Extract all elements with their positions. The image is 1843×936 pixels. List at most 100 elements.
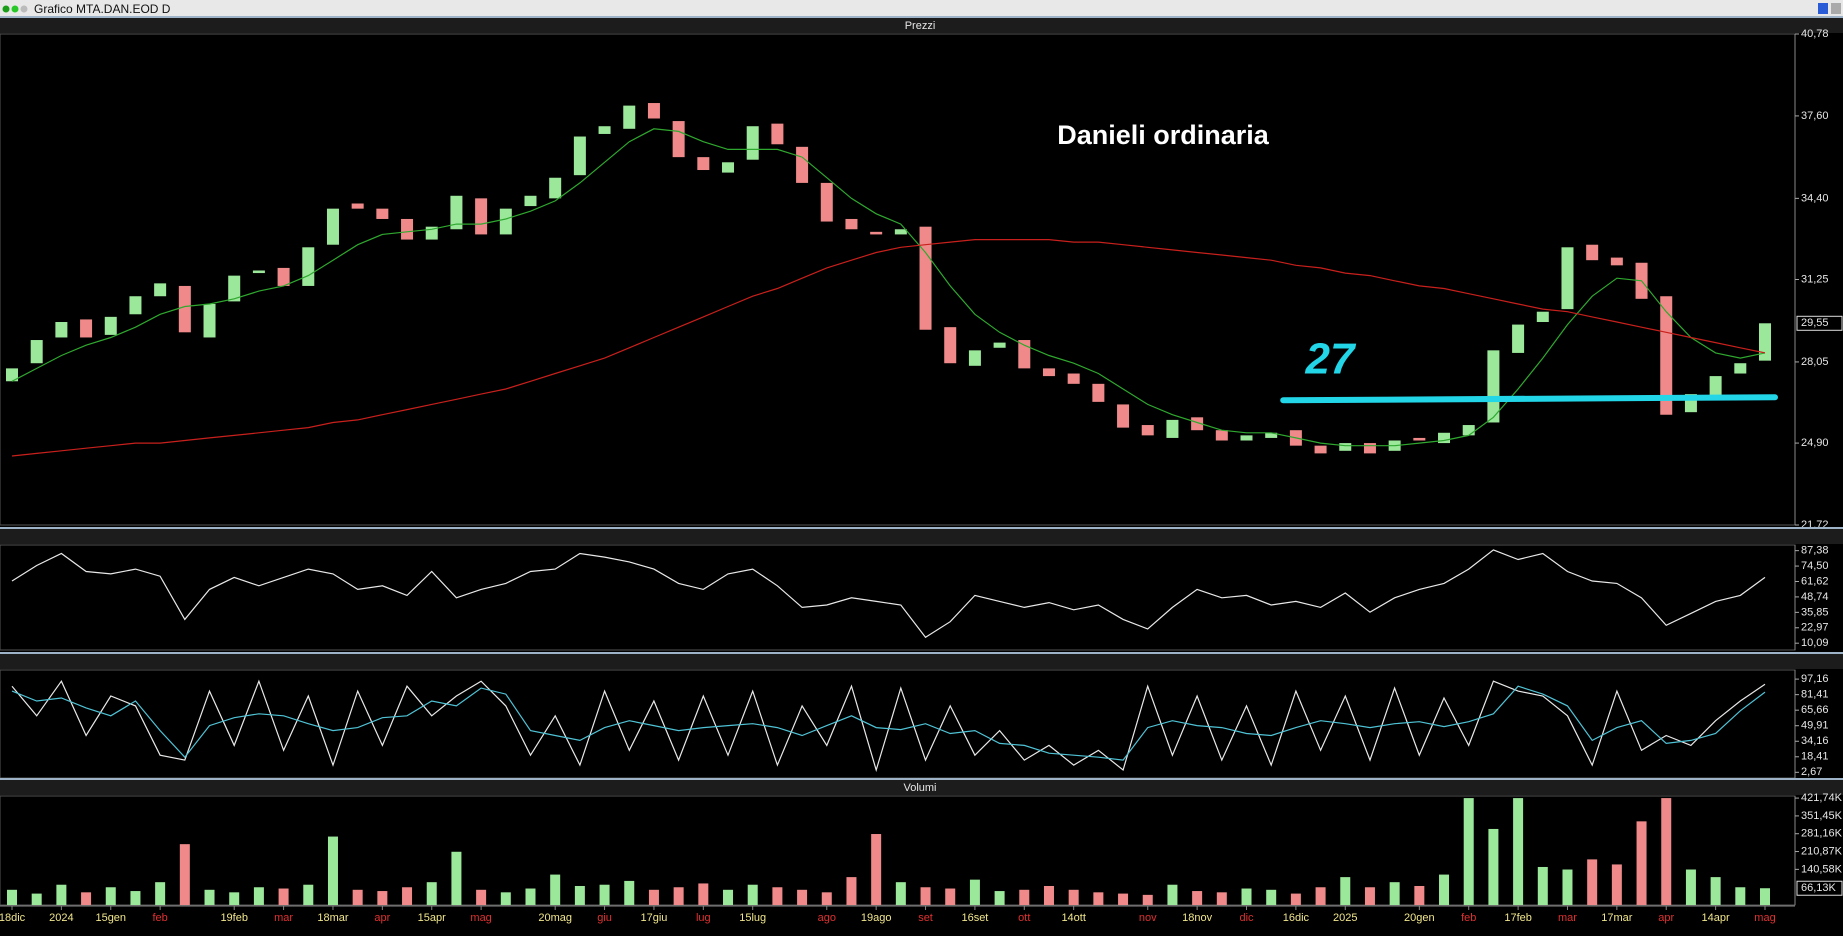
panel-title: Prezzi (905, 20, 936, 32)
candle-body (697, 157, 710, 171)
candle-body (450, 195, 463, 230)
volume-bar (303, 884, 314, 905)
volume-bar (1118, 893, 1129, 905)
volume-bar (1192, 891, 1203, 905)
volume-bar (1167, 884, 1178, 905)
x-tick-label: 17feb (1504, 912, 1532, 924)
x-tick-label: apr (374, 912, 390, 924)
volume-bar (624, 880, 635, 905)
y-tick-label: 421,74K (1801, 792, 1843, 804)
volume-bar (1266, 889, 1277, 905)
volume-bar (1537, 866, 1548, 905)
window-button[interactable] (1831, 3, 1841, 14)
y-tick-label: 351,45K (1801, 810, 1843, 822)
x-tick-label: apr (1658, 912, 1674, 924)
x-tick-label: 20gen (1404, 912, 1435, 924)
x-tick-label: 15apr (418, 912, 446, 924)
volume-bar (846, 877, 857, 905)
candle-body (1462, 425, 1475, 436)
x-tick-label: 19ago (861, 912, 892, 924)
candle-body (1314, 445, 1327, 454)
volume-bar (1735, 887, 1746, 905)
volume-bar (797, 889, 808, 905)
x-tick-label: 17giu (640, 912, 667, 924)
candle-body (154, 283, 167, 297)
candle-body (1709, 376, 1722, 397)
candle-body (1339, 443, 1352, 451)
x-tick-label: 15lug (739, 912, 766, 924)
volume-bar (1587, 859, 1598, 905)
window-icon[interactable] (2, 5, 10, 13)
candle-body (1141, 425, 1154, 436)
volume-bar (130, 891, 141, 905)
volume-bar (1290, 893, 1301, 905)
candle-body (1240, 435, 1253, 441)
volume-bar (1636, 821, 1647, 905)
x-tick-label: 18dic (0, 912, 26, 924)
y-tick-label: 81,41 (1801, 689, 1829, 701)
volume-bar (1093, 892, 1104, 905)
x-tick-label: dic (1239, 912, 1254, 924)
volume-bar (1043, 885, 1054, 905)
volume-bar (599, 884, 610, 905)
y-tick-label: 22,97 (1801, 622, 1829, 634)
candle-body (647, 103, 660, 119)
panel-header (0, 654, 1843, 669)
volume-bar (1389, 882, 1400, 905)
volume-bar (550, 874, 561, 905)
y-tick-label: 281,16K (1801, 828, 1843, 840)
candle-body (228, 275, 241, 302)
candle-body (672, 121, 685, 158)
candle-body (771, 123, 784, 145)
volume-bar (179, 844, 190, 905)
volume-bar (56, 884, 67, 905)
candle-body (1092, 383, 1105, 402)
volume-bar (821, 892, 832, 905)
x-tick-label: 15gen (95, 912, 126, 924)
panel-header (0, 780, 1843, 795)
volume-bar (1488, 828, 1499, 905)
volume-bar (574, 885, 585, 905)
volume-bar (500, 892, 511, 905)
x-tick-label: mag (470, 912, 491, 924)
panel-header (0, 18, 1843, 33)
candle-body (1166, 419, 1179, 438)
candle-body (1363, 443, 1376, 454)
volume-bar (31, 893, 42, 905)
volume-bar (1414, 885, 1425, 905)
candle-body (549, 177, 562, 199)
volume-bar (1439, 874, 1450, 905)
y-tick-label: 35,85 (1801, 606, 1829, 618)
window-button[interactable] (1818, 3, 1828, 14)
volume-bar (476, 889, 487, 905)
volume-bar (525, 888, 536, 905)
volume-bar (377, 891, 388, 905)
window-icon[interactable] (20, 5, 28, 13)
x-tick-label: nov (1139, 912, 1157, 924)
candle-body (55, 322, 68, 338)
candle-body (1067, 373, 1080, 384)
last-value-box (1796, 880, 1843, 896)
last-value-label: 29,55 (1801, 317, 1829, 329)
x-tick-label: set (918, 912, 933, 924)
candle-body (1438, 432, 1451, 444)
candle-body (252, 270, 265, 274)
volume-bar (648, 889, 659, 905)
x-tick-label: 17mar (1601, 912, 1633, 924)
candle-body (524, 195, 537, 207)
y-tick-label: 140,58K (1801, 863, 1843, 875)
y-tick-label: 18,41 (1801, 751, 1829, 763)
candle-body (1660, 296, 1673, 415)
candle-body (1018, 340, 1031, 369)
y-tick-label: 24,90 (1801, 437, 1829, 449)
volume-bar (772, 887, 783, 905)
candle-body (573, 136, 586, 176)
y-tick-label: 97,16 (1801, 673, 1829, 685)
candle-body (598, 126, 611, 134)
x-tick-label: feb (152, 912, 167, 924)
candle-body (1759, 323, 1771, 361)
candle-body (746, 126, 759, 160)
volume-bar (1661, 798, 1672, 905)
window-icon[interactable] (11, 5, 19, 13)
